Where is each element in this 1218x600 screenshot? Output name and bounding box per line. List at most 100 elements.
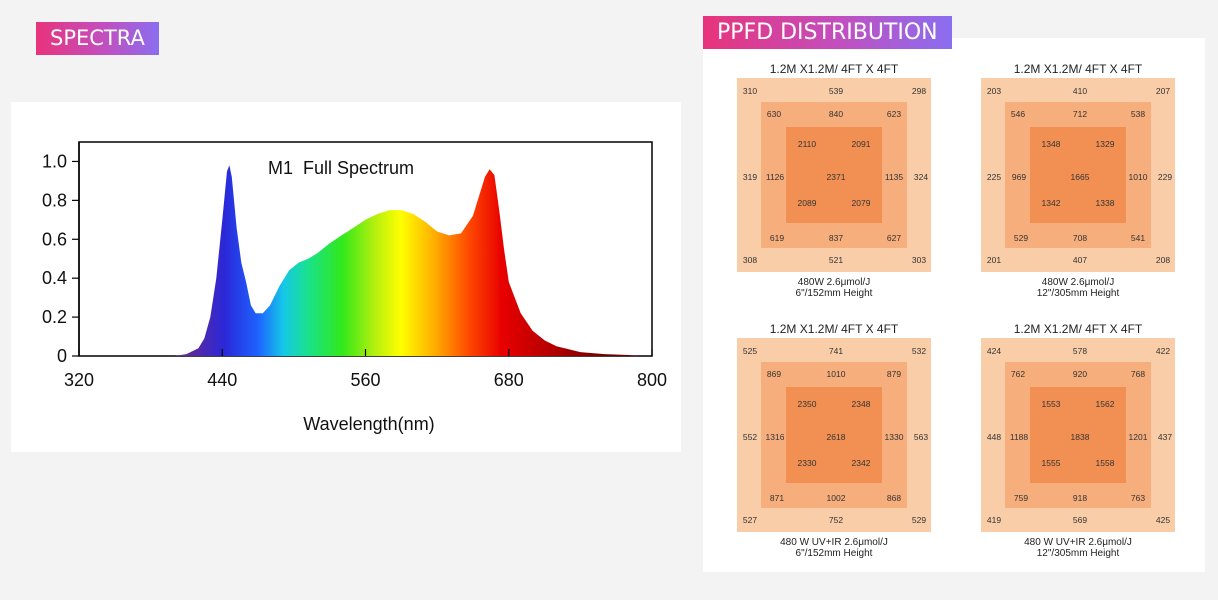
ppfd-value-center: 2371 xyxy=(826,172,846,182)
ppfd-value-outer: 752 xyxy=(828,515,844,525)
ppfd-value-middle: 868 xyxy=(886,493,902,503)
x-tick-label: 560 xyxy=(350,370,380,390)
ppfd-value-middle: 529 xyxy=(1013,233,1029,243)
ppfd-value-middle: 541 xyxy=(1130,233,1146,243)
ppfd-value-middle: 712 xyxy=(1072,109,1088,119)
ppfd-value-center: 2618 xyxy=(826,432,846,442)
ppfd-value-middle: 1330 xyxy=(884,432,904,442)
ppfd-value-outer: 229 xyxy=(1157,172,1173,182)
y-tick-label: 1.0 xyxy=(42,151,67,171)
x-tick-label: 440 xyxy=(207,370,237,390)
ppfd-value-outer: 407 xyxy=(1072,255,1088,265)
ppfd-grid: 1.2M X1.2M/ 4FT X 4FT 203 410 207 229 208 407 2… xyxy=(980,60,1176,299)
ppfd-grid: 1.2M X1.2M/ 4FT X 4FT 310 539 298 324 303 521 3… xyxy=(736,60,932,299)
grid-caption-height: 12"/305mm Height xyxy=(1036,288,1120,299)
ppfd-value-middle: 1010 xyxy=(1128,172,1148,182)
ppfd-value-inner: 1555 xyxy=(1041,458,1061,468)
heatmap-inner-zone xyxy=(1030,387,1126,483)
ppfd-value-outer: 425 xyxy=(1155,515,1171,525)
ppfd-heatmap: 424 578 422 437 425 569 419 448 762 920 768 1201 763… xyxy=(981,338,1175,532)
ppfd-value-outer: 201 xyxy=(986,255,1002,265)
ppfd-value-outer: 424 xyxy=(986,346,1002,356)
grid-caption-power: 480W 2.6μmol/J xyxy=(1041,277,1115,288)
ppfd-value-inner: 1553 xyxy=(1041,399,1061,409)
ppfd-value-middle: 969 xyxy=(1011,172,1027,182)
ppfd-value-middle: 619 xyxy=(769,233,785,243)
ppfd-value-outer: 319 xyxy=(742,172,758,182)
ppfd-value-middle: 1126 xyxy=(765,172,785,182)
spectrum-chart: M1 Full Spectrum 320 440 560 680 800 0 0.2 0.4… xyxy=(42,141,667,434)
ppfd-value-middle: 763 xyxy=(1130,493,1146,503)
ppfd-value-outer: 527 xyxy=(742,515,758,525)
chart-title: M1 Full Spectrum xyxy=(268,158,414,178)
ppfd-value-outer: 448 xyxy=(986,432,1002,442)
grid-title: 1.2M X1.2M/ 4FT X 4FT xyxy=(1013,62,1143,76)
ppfd-value-inner: 2110 xyxy=(797,139,817,149)
ppfd-value-outer: 303 xyxy=(911,255,927,265)
ppfd-value-outer: 569 xyxy=(1072,515,1088,525)
ppfd-value-outer: 207 xyxy=(1155,86,1171,96)
y-tick-label: 0.4 xyxy=(42,268,67,288)
ppfd-value-outer: 525 xyxy=(742,346,758,356)
ppfd-value-middle: 869 xyxy=(766,369,782,379)
ppfd-value-outer: 422 xyxy=(1155,346,1171,356)
ppfd-value-middle: 1316 xyxy=(765,432,785,442)
grid-caption-power: 480W 2.6μmol/J xyxy=(797,277,871,288)
ppfd-value-middle: 538 xyxy=(1130,109,1146,119)
ppfd-value-middle: 879 xyxy=(886,369,902,379)
ppfd-value-outer: 203 xyxy=(986,86,1002,96)
ppfd-value-outer: 310 xyxy=(742,86,758,96)
ppfd-value-middle: 623 xyxy=(886,109,902,119)
ppfd-value-middle: 708 xyxy=(1072,233,1088,243)
ppfd-value-outer: 741 xyxy=(828,346,844,356)
ppfd-value-outer: 298 xyxy=(911,86,927,96)
x-axis-label: Wavelength(nm) xyxy=(303,414,434,434)
ppfd-grid: 1.2M X1.2M/ 4FT X 4FT 525 741 532 563 529 752 5… xyxy=(736,320,932,559)
ppfd-value-middle: 918 xyxy=(1072,493,1088,503)
x-ticks: 320 440 560 680 800 xyxy=(64,349,667,390)
ppfd-value-middle: 1201 xyxy=(1128,432,1148,442)
ppfd-value-inner: 2342 xyxy=(851,458,871,468)
ppfd-value-middle: 871 xyxy=(769,493,785,503)
ppfd-grid: 1.2M X1.2M/ 4FT X 4FT 424 578 422 437 425 569 4… xyxy=(980,320,1176,559)
ppfd-value-middle: 762 xyxy=(1010,369,1026,379)
ppfd-heatmap: 310 539 298 324 303 521 308 319 630 840 623 1135 627… xyxy=(737,78,931,272)
spectrum-area xyxy=(174,165,641,356)
ppfd-value-inner: 2091 xyxy=(851,139,871,149)
ppfd-value-middle: 1135 xyxy=(884,172,904,182)
spectra-header: SPECTRA xyxy=(36,22,159,55)
ppfd-value-outer: 437 xyxy=(1157,432,1173,442)
ppfd-value-inner: 1558 xyxy=(1095,458,1115,468)
ppfd-value-inner: 2348 xyxy=(851,399,871,409)
ppfd-value-outer: 552 xyxy=(742,432,758,442)
ppfd-heatmap: 203 410 207 229 208 407 201 225 546 712 538 1010 541… xyxy=(981,78,1175,272)
heatmap-inner-zone xyxy=(1030,127,1126,223)
grid-caption-height: 6"/152mm Height xyxy=(795,548,873,559)
ppfd-value-outer: 563 xyxy=(913,432,929,442)
y-tick-label: 0 xyxy=(57,346,67,366)
ppfd-value-outer: 539 xyxy=(828,86,844,96)
grid-title: 1.2M X1.2M/ 4FT X 4FT xyxy=(769,322,899,336)
ppfd-value-middle: 837 xyxy=(828,233,844,243)
ppfd-value-inner: 1338 xyxy=(1095,198,1115,208)
grid-caption-height: 6"/152mm Height xyxy=(795,288,873,299)
grid-title: 1.2M X1.2M/ 4FT X 4FT xyxy=(769,62,899,76)
x-tick-label: 320 xyxy=(64,370,94,390)
ppfd-value-inner: 1342 xyxy=(1041,198,1061,208)
ppfd-value-outer: 521 xyxy=(828,255,844,265)
ppfd-value-middle: 546 xyxy=(1010,109,1026,119)
ppfd-value-middle: 840 xyxy=(828,109,844,119)
ppfd-value-outer: 419 xyxy=(986,515,1002,525)
y-tick-label: 0.2 xyxy=(42,307,67,327)
heatmap-inner-zone xyxy=(786,127,882,223)
ppfd-header: PPFD DISTRIBUTION xyxy=(703,16,952,49)
ppfd-value-outer: 529 xyxy=(911,515,927,525)
ppfd-value-outer: 578 xyxy=(1072,346,1088,356)
ppfd-value-center: 1665 xyxy=(1070,172,1090,182)
ppfd-value-middle: 768 xyxy=(1130,369,1146,379)
y-tick-label: 0.6 xyxy=(42,229,67,249)
x-tick-label: 800 xyxy=(637,370,667,390)
ppfd-value-middle: 630 xyxy=(766,109,782,119)
ppfd-value-inner: 2330 xyxy=(797,458,817,468)
heatmap-inner-zone xyxy=(786,387,882,483)
